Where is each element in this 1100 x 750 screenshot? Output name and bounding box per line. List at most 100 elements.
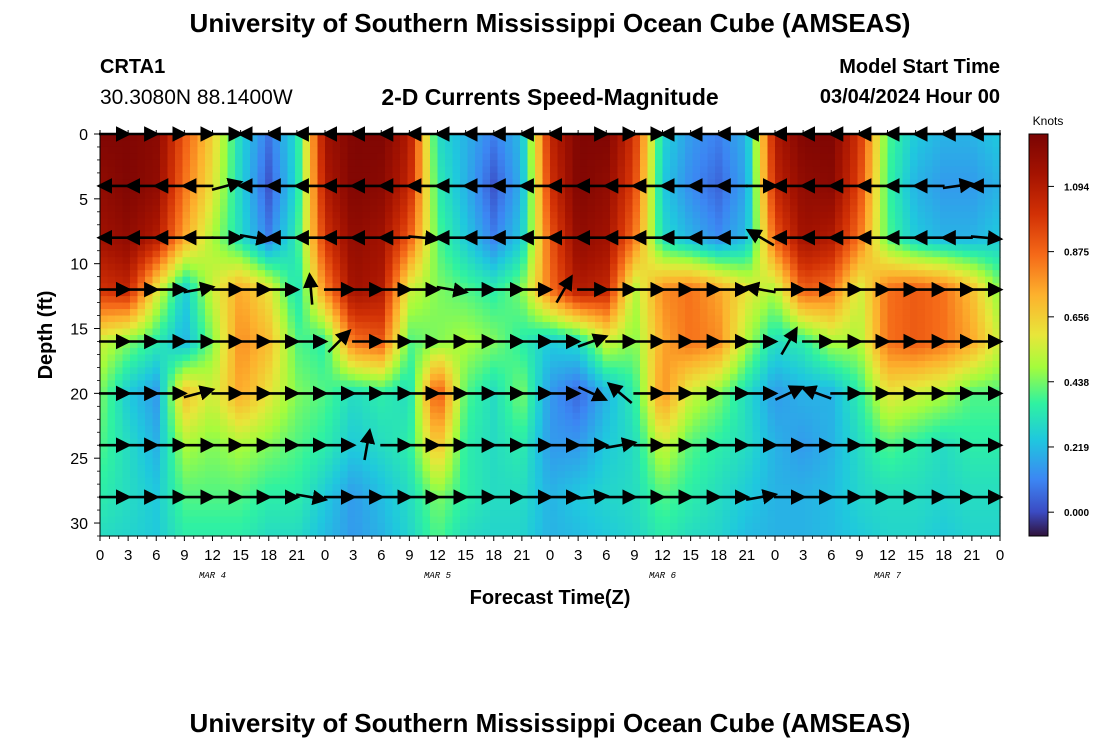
heatmap-cell [797,192,806,200]
heatmap-cell [257,244,266,252]
heatmap-cell [632,302,641,310]
heatmap-cell [887,224,896,232]
heatmap-cell [820,322,829,330]
heatmap-cell [250,270,259,278]
heatmap-cell [197,185,206,193]
heatmap-cell [730,263,739,271]
heatmap-cell [655,159,664,168]
heatmap-cell [805,373,814,381]
heatmap-cell [145,244,154,252]
heatmap-cell [812,335,821,343]
heatmap-cell [107,302,116,310]
heatmap-cell [797,172,806,180]
heatmap-cell [355,328,364,336]
heatmap-cell [835,283,844,291]
heatmap-cell [467,309,476,317]
heatmap-cell [692,386,701,394]
heatmap-cell [947,257,956,265]
heatmap-cell [895,257,904,265]
heatmap-cell [940,159,949,168]
heatmap-cell [257,276,266,284]
heatmap-cell [602,270,611,278]
heatmap-cell [347,263,356,271]
heatmap-cell [865,250,874,258]
heatmap-cell [715,153,724,161]
heatmap-cell [332,386,341,394]
heatmap-cell [797,393,806,401]
heatmap-cell [407,270,416,278]
heatmap-cell [400,237,409,245]
heatmap-cell [250,179,259,187]
heatmap-cell [317,146,326,155]
heatmap-cell [460,146,469,155]
heatmap-cell [535,172,544,180]
heatmap-cell [610,309,619,317]
heatmap-cell [610,393,619,401]
heatmap-cell [325,335,334,343]
heatmap-cell [640,257,649,265]
heatmap-cell [430,244,439,252]
heatmap-cell [550,218,559,226]
heatmap-cell [400,134,409,142]
heatmap-cell [947,250,956,258]
heatmap-cell [490,211,499,219]
heatmap-cell [827,140,836,148]
heatmap-cell [955,224,964,232]
heatmap-cell [625,153,634,161]
heatmap-cell [992,192,1001,200]
heatmap-cell [550,347,559,356]
heatmap-cell [272,198,281,206]
heatmap-cell [610,224,619,232]
heatmap-cell [220,218,229,226]
heatmap-cell [670,347,679,356]
heatmap-cell [430,205,439,213]
heatmap-cell [835,309,844,317]
heatmap-cell [782,347,791,356]
heatmap-cell [565,140,574,148]
heatmap-cell [535,179,544,187]
heatmap-cell [235,270,244,278]
heatmap-cell [377,360,386,369]
heatmap-cell [767,146,776,155]
heatmap-cell [827,354,836,362]
heatmap-cell [677,166,686,174]
heatmap-cell [287,205,296,213]
heatmap-cell [272,296,281,304]
heatmap-cell [392,140,401,148]
heatmap-cell [565,237,574,245]
heatmap-cell [700,198,709,206]
heatmap-cell [542,302,551,310]
heatmap-cell [865,218,874,226]
heatmap-cell [955,360,964,369]
heatmap-cell [482,328,491,336]
heatmap-cell [370,309,379,317]
heatmap-cell [805,315,814,323]
heatmap-cell [167,380,176,388]
heatmap-cell [482,244,491,252]
heatmap-cell [977,335,986,343]
heatmap-cell [415,335,424,343]
heatmap-cell [370,322,379,330]
heatmap-cell [970,250,979,258]
heatmap-cell [752,140,761,148]
heatmap-cell [445,393,454,401]
heatmap-cell [520,153,529,161]
heatmap-cell [137,276,146,284]
heatmap-cell [400,309,409,317]
heatmap-cell [992,276,1001,284]
heatmap-cell [182,276,191,284]
heatmap-cell [212,322,221,330]
heatmap-cell [370,224,379,232]
heatmap-cell [977,296,986,304]
heatmap-cell [820,354,829,362]
heatmap-cell [632,315,641,323]
heatmap-cell [445,166,454,174]
heatmap-cell [587,211,596,219]
heatmap-cell [355,153,364,161]
heatmap-cell [572,270,581,278]
heatmap-cell [985,360,994,369]
heatmap-cell [730,166,739,174]
heatmap-cell [415,289,424,297]
heatmap-cell [115,296,124,304]
heatmap-cell [482,179,491,187]
